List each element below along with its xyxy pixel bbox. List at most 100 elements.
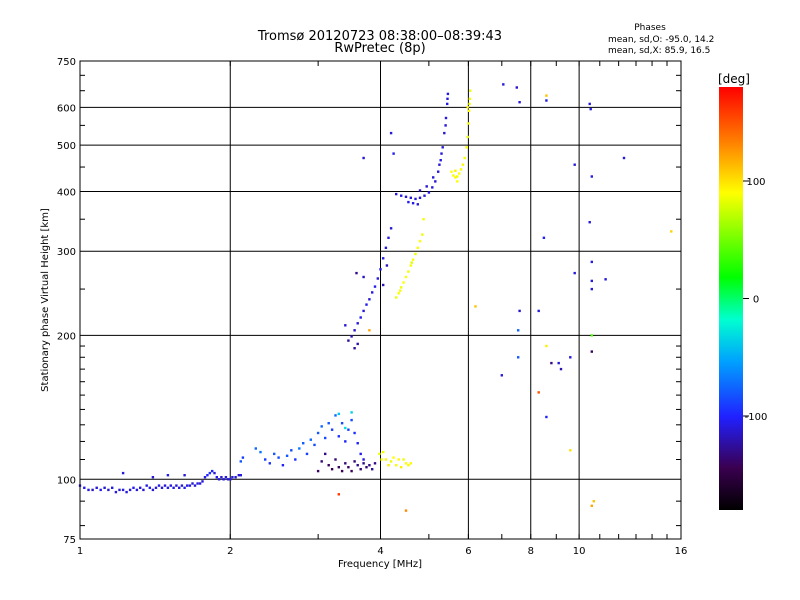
data-point <box>590 279 593 283</box>
data-point <box>414 252 417 256</box>
data-point <box>290 449 293 452</box>
data-point <box>545 99 548 102</box>
data-point <box>537 391 540 394</box>
data-point <box>392 456 395 459</box>
data-point <box>389 227 393 230</box>
data-point <box>573 163 576 166</box>
data-point <box>389 460 393 463</box>
data-point <box>407 200 410 204</box>
data-point <box>418 189 422 192</box>
data-point <box>590 334 593 337</box>
grid-layer <box>80 61 681 539</box>
data-point <box>178 486 181 489</box>
data-point <box>368 329 371 332</box>
data-point <box>550 361 553 365</box>
data-point <box>362 462 365 465</box>
data-point <box>515 86 518 89</box>
x-tick-label: 8 <box>528 546 534 557</box>
data-point <box>121 471 125 475</box>
data-point <box>459 168 463 171</box>
data-point <box>229 478 232 481</box>
data-point <box>316 431 320 435</box>
data-point <box>409 196 412 199</box>
data-point <box>389 131 393 135</box>
data-point <box>404 462 408 465</box>
data-point <box>313 443 316 447</box>
x-tick-label: 6 <box>465 546 471 557</box>
data-point <box>217 478 221 481</box>
data-point <box>441 146 444 149</box>
data-point <box>334 458 337 461</box>
y-tick-label: 200 <box>57 331 76 342</box>
y-tick-label: 600 <box>57 103 76 114</box>
data-point <box>125 490 128 494</box>
x-tick-label: 2 <box>227 546 233 557</box>
data-point <box>537 309 540 313</box>
data-point <box>327 422 330 425</box>
data-point <box>399 289 402 292</box>
data-point <box>402 458 405 461</box>
data-point <box>458 172 461 175</box>
data-point <box>395 192 398 196</box>
data-point <box>418 239 422 243</box>
phases-heading: Phases <box>634 23 666 33</box>
data-point <box>350 335 353 338</box>
colorbar-ticks: 100 0 -100 <box>743 177 767 423</box>
data-point <box>196 482 199 485</box>
data-point <box>452 174 455 177</box>
data-point <box>592 500 595 503</box>
data-point <box>201 480 204 483</box>
data-point <box>359 316 362 319</box>
data-point <box>254 447 257 450</box>
data-point <box>264 458 267 461</box>
data-point <box>382 283 385 287</box>
data-points-layer <box>78 83 673 512</box>
data-point <box>224 476 228 479</box>
data-point <box>400 466 403 469</box>
data-point <box>234 476 237 479</box>
data-point <box>427 191 431 194</box>
data-point <box>468 102 471 106</box>
data-point <box>347 466 350 469</box>
data-point <box>353 460 356 463</box>
data-point <box>239 474 242 477</box>
data-point <box>169 484 172 487</box>
data-point <box>365 466 368 469</box>
data-point <box>407 270 410 273</box>
data-point <box>557 361 560 365</box>
data-point <box>425 185 428 188</box>
data-point <box>239 460 242 463</box>
phases-x-stats: mean, sd,X: 85.9, 16.5 <box>608 46 710 56</box>
data-point <box>431 186 434 189</box>
data-point <box>337 466 340 469</box>
data-point <box>172 486 175 489</box>
colorbar-tick-label: 100 <box>746 177 765 188</box>
data-point <box>193 484 197 487</box>
data-point <box>281 464 285 467</box>
data-point <box>157 484 161 487</box>
data-point <box>99 488 102 492</box>
data-point <box>444 116 448 120</box>
colorbar-tick-label: 0 <box>753 295 759 306</box>
data-point <box>324 452 327 456</box>
data-point <box>83 486 86 489</box>
data-point <box>670 230 673 233</box>
chart-title: Tromsø 20120723 08:38:00–08:39:43 <box>257 29 502 44</box>
data-point <box>378 452 381 456</box>
data-point <box>517 356 520 359</box>
data-point <box>259 450 262 454</box>
data-point <box>392 152 395 155</box>
data-point <box>241 456 245 459</box>
data-point <box>559 367 563 371</box>
data-point <box>590 350 593 353</box>
data-point <box>384 246 388 249</box>
data-point <box>438 163 441 166</box>
y-tick-label: 750 <box>57 57 76 68</box>
data-point <box>418 196 422 199</box>
data-point <box>353 431 356 435</box>
data-point <box>446 97 449 100</box>
data-point <box>402 281 405 284</box>
data-point <box>355 271 358 275</box>
data-point <box>330 428 334 431</box>
